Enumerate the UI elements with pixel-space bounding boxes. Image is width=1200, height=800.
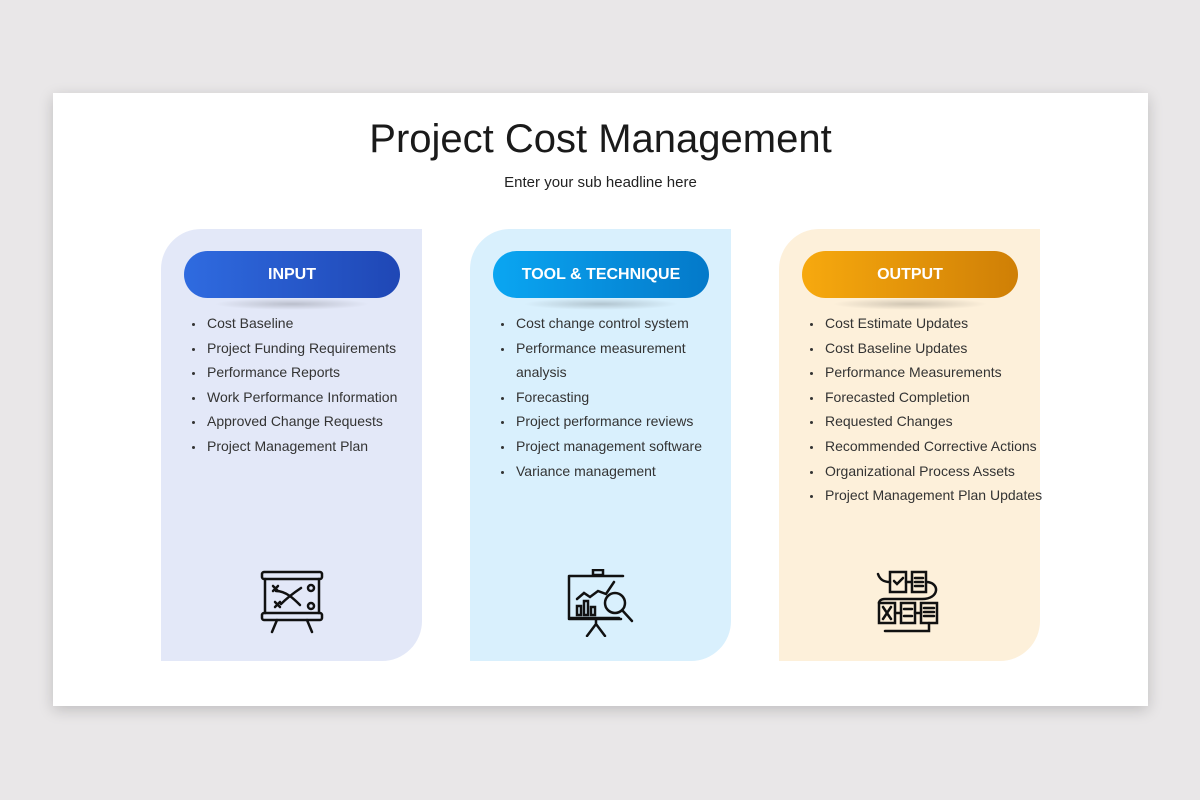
- output-list: Cost Estimate Updates Cost Baseline Upda…: [803, 311, 1048, 508]
- presentation-analysis-icon: [567, 569, 633, 637]
- tool-technique-pill: TOOL & TECHNIQUE: [493, 251, 709, 310]
- list-item: Project Management Plan: [205, 434, 430, 459]
- tool-technique-list: Cost change control system Performance m…: [494, 311, 739, 483]
- input-list: Cost Baseline Project Funding Requiremen…: [185, 311, 430, 459]
- list-item: Project Funding Requirements: [205, 336, 430, 361]
- list-item: Requested Changes: [823, 409, 1048, 434]
- strategy-board-icon: [260, 570, 323, 634]
- slide: Project Cost Management Enter your sub h…: [53, 93, 1148, 706]
- list-item: Project performance reviews: [514, 409, 739, 434]
- input-pill: INPUT: [184, 251, 400, 310]
- output-card: OUTPUT Cost Estimate Updates Cost Baseli…: [779, 229, 1042, 661]
- list-item: Forecasted Completion: [823, 385, 1048, 410]
- page-title: Project Cost Management: [369, 117, 832, 161]
- list-item: Recommended Corrective Actions: [823, 434, 1048, 459]
- list-item: Performance Measurements: [823, 360, 1048, 385]
- list-item: Performance Reports: [205, 360, 430, 385]
- list-item: Cost Estimate Updates: [823, 311, 1048, 336]
- input-card: INPUT Cost Baseline Project Funding Requ…: [161, 229, 422, 661]
- tool-technique-card: TOOL & TECHNIQUE Cost change control sys…: [470, 229, 731, 661]
- output-pill: OUTPUT: [802, 251, 1018, 310]
- list-item: Work Performance Information: [205, 385, 430, 410]
- list-item: Project management software: [514, 434, 739, 459]
- list-item: Cost Baseline: [205, 311, 430, 336]
- list-item: Performance measurement analysis: [514, 336, 739, 385]
- list-item: Forecasting: [514, 385, 739, 410]
- list-item: Cost change control system: [514, 311, 739, 336]
- list-item: Cost Baseline Updates: [823, 336, 1048, 361]
- list-item: Variance management: [514, 459, 739, 484]
- sub-headline: Enter your sub headline here: [504, 174, 697, 191]
- workflow-documents-icon: [876, 570, 938, 633]
- list-item: Organizational Process Assets: [823, 459, 1048, 484]
- list-item: Project Management Plan Updates: [823, 483, 1048, 508]
- list-item: Approved Change Requests: [205, 409, 430, 434]
